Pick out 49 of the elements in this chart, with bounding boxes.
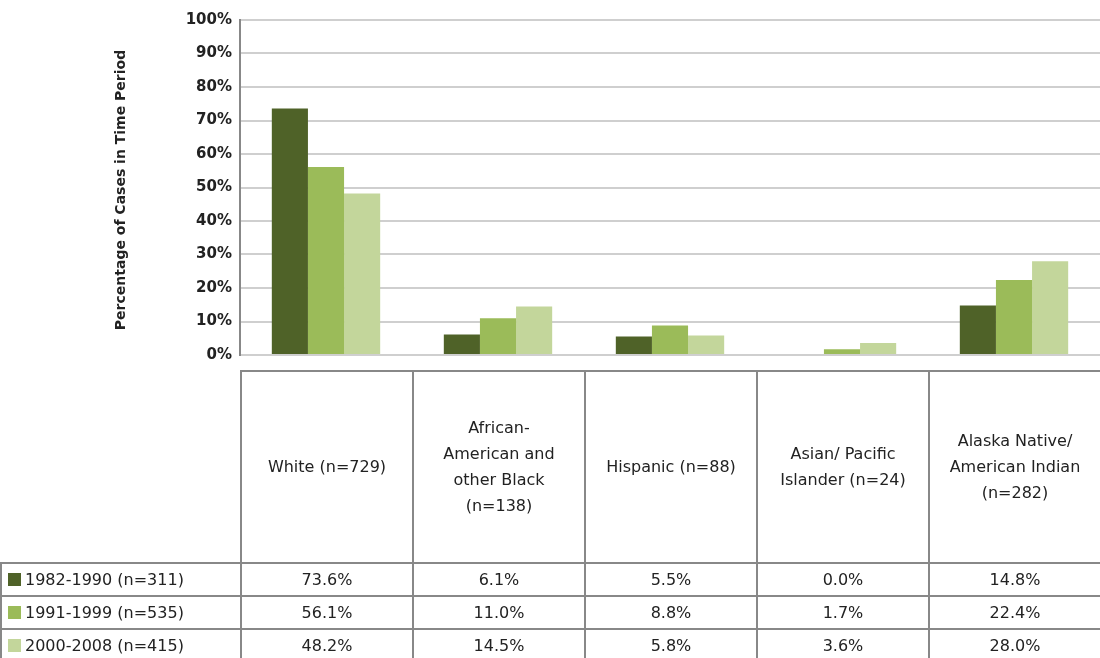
legend-label: 1991-1999 (n=535) [1,596,241,629]
y-axis-title: Percentage of Cases in Time Period [112,48,128,333]
data-label: 3.6% [757,629,929,658]
data-label: 5.5% [585,563,757,596]
y-tick-label: 10% [196,311,232,330]
data-label: 11.0% [413,596,585,629]
bar [344,193,381,354]
y-tick-label: 60% [196,143,232,162]
bar [688,335,725,354]
x-tick-label: White (n=729) [241,371,413,563]
bar [823,349,861,354]
bar [516,306,553,354]
y-tick-label: 20% [196,277,232,296]
x-tick-label: Hispanic (n=88) [585,371,757,563]
data-label: 0.0% [757,563,929,596]
data-label: 8.8% [585,596,757,629]
data-label: 73.6% [241,563,413,596]
data-label: 22.4% [929,596,1100,629]
y-tick-label: 90% [196,43,232,62]
data-label: 56.1% [241,596,413,629]
bar [995,279,1033,354]
bar [651,325,689,354]
x-tick-label: African-American and other Black (n=138) [413,371,585,563]
y-tick-label: 40% [196,210,232,229]
bar [1032,261,1069,354]
bar [615,336,652,354]
bar [307,167,345,354]
y-tick-label: 50% [196,177,232,196]
x-tick-label: Asian/ Pacific Islander (n=24) [757,371,929,563]
data-label: 14.5% [413,629,585,658]
data-label: 14.8% [929,563,1100,596]
data-label: 1.7% [757,596,929,629]
y-tick-label: 70% [196,110,232,129]
bar [959,305,996,354]
bar [860,342,897,354]
bar [443,334,480,354]
y-tick-label: 100% [185,9,232,28]
bar [271,108,308,354]
bar [479,318,517,354]
data-label: 5.8% [585,629,757,658]
legend-label: 2000-2008 (n=415) [1,629,241,658]
data-label: 48.2% [241,629,413,658]
y-tick-label: 80% [196,76,232,95]
y-tick-label: 30% [196,244,232,263]
y-tick-label: 0% [206,344,232,363]
legend-label: 1982-1990 (n=311) [1,563,241,596]
x-tick-label: Alaska Native/ American Indian (n=282) [929,371,1100,563]
data-label: 6.1% [413,563,585,596]
data-label: 28.0% [929,629,1100,658]
